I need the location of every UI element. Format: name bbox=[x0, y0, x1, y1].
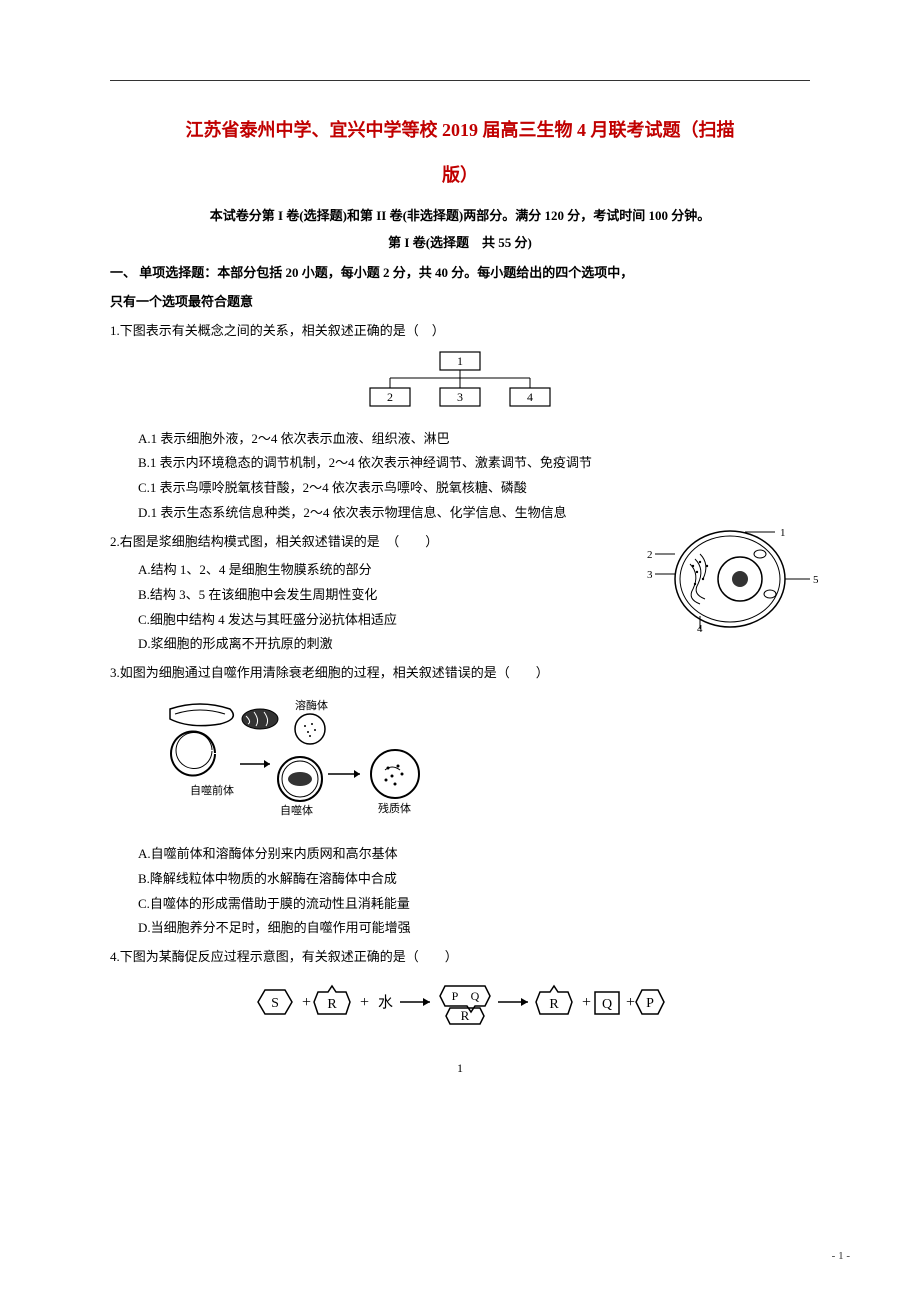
exam-info-line: 本试卷分第 I 卷(选择题)和第 II 卷(非选择题)两部分。满分 120 分，… bbox=[110, 205, 810, 224]
q3-label-precursor: 自噬前体 bbox=[190, 783, 234, 797]
q1-box-4: 4 bbox=[527, 390, 533, 404]
q3-diagram: 自噬前体 溶酶体 自噬体 bbox=[160, 694, 810, 833]
q3-label-autophagosome: 自噬体 bbox=[280, 803, 313, 817]
q3-option-a: A.自噬前体和溶酶体分别来内质网和高尔基体 bbox=[110, 842, 810, 867]
q1-box-3: 3 bbox=[457, 390, 463, 404]
q1-option-d: D.1 表示生态系统信息种类，2～4 依次表示物理信息、化学信息、生物信息 bbox=[110, 501, 810, 526]
q2-option-b: B.结构 3、5 在该细胞中会发生周期性变化 bbox=[110, 583, 530, 608]
page-number-center: 1 bbox=[110, 1061, 810, 1076]
instruction-line1: 一、 单项选择题：本部分包括 20 小题，每小题 2 分，共 40 分。每小题给… bbox=[110, 261, 810, 284]
q1-option-b: B.1 表示内环境稳态的调节机制，2～4 依次表示神经调节、激素调节、免疫调节 bbox=[110, 451, 810, 476]
q2-option-a: A.结构 1、2、4 是细胞生物膜系统的部分 bbox=[110, 558, 530, 583]
svg-text:+: + bbox=[360, 994, 369, 1011]
svg-text:R: R bbox=[461, 1008, 470, 1023]
question-3: 3.如图为细胞通过自噬作用清除衰老细胞的过程，相关叙述错误的是（ ） 自噬前体 bbox=[110, 661, 810, 941]
document-title-line1: 江苏省泰州中学、宜兴中学等校 2019 届高三生物 4 月联考试题（扫描 bbox=[110, 111, 810, 151]
q3-option-c: C.自噬体的形成需借助于膜的流动性且消耗能量 bbox=[110, 892, 810, 917]
svg-text:S: S bbox=[271, 996, 279, 1011]
question-4: 4.下图为某酶促反应过程示意图，有关叙述正确的是（ ） S + R + 水 P … bbox=[110, 945, 810, 1041]
q3-label-lysosome: 溶酶体 bbox=[295, 698, 328, 712]
section1-header: 第 I 卷(选择题 共 55 分) bbox=[110, 232, 810, 251]
svg-text:P: P bbox=[646, 996, 654, 1011]
svg-text:+: + bbox=[582, 994, 591, 1011]
q3-label-residual: 残质体 bbox=[378, 801, 411, 815]
question-2: 2.右图是浆细胞结构模式图，相关叙述错误的是 （ ） 1 2 3 4 5 bbox=[110, 530, 810, 657]
top-horizontal-rule bbox=[110, 80, 810, 81]
svg-text:P: P bbox=[452, 989, 459, 1003]
q3-option-d: D.当细胞养分不足时，细胞的自噬作用可能增强 bbox=[110, 916, 810, 941]
q4-enzyme-equation: S + R + 水 P Q R R bbox=[110, 980, 810, 1041]
q2-cell-diagram: 1 2 3 4 5 bbox=[645, 524, 820, 634]
instruction-text2: 只有一个选项最符合题意 bbox=[110, 294, 253, 309]
svg-text:+: + bbox=[302, 994, 311, 1011]
q1-box-2: 2 bbox=[387, 390, 393, 404]
q2-label-3: 3 bbox=[647, 569, 653, 581]
q2-label-2: 2 bbox=[647, 549, 653, 561]
svg-text:R: R bbox=[549, 997, 559, 1012]
svg-text:水: 水 bbox=[378, 994, 393, 1011]
page-number-footer: - 1 - bbox=[832, 1250, 850, 1262]
svg-text:+: + bbox=[626, 994, 635, 1011]
q1-option-c: C.1 表示鸟嘌呤脱氧核苷酸，2～4 依次表示鸟嘌呤、脱氧核糖、磷酸 bbox=[110, 476, 810, 501]
q1-diagram: 1 2 3 4 bbox=[110, 350, 810, 419]
q3-stem: 3.如图为细胞通过自噬作用清除衰老细胞的过程，相关叙述错误的是（ ） bbox=[110, 661, 810, 686]
question-1: 1.下图表示有关概念之间的关系，相关叙述正确的是（ ） 1 2 3 4 A.1 … bbox=[110, 319, 810, 525]
svg-text:R: R bbox=[327, 997, 337, 1012]
q3-option-b: B.降解线粒体中物质的水解酶在溶酶体中合成 bbox=[110, 867, 810, 892]
document-title-line2: 版） bbox=[110, 161, 810, 187]
q2-option-d: D.浆细胞的形成离不开抗原的刺激 bbox=[110, 632, 530, 657]
svg-text:Q: Q bbox=[602, 997, 612, 1012]
q1-stem: 1.下图表示有关概念之间的关系，相关叙述正确的是（ ） bbox=[110, 319, 810, 344]
q2-label-5: 5 bbox=[813, 574, 819, 586]
svg-text:Q: Q bbox=[471, 989, 480, 1003]
q4-stem: 4.下图为某酶促反应过程示意图，有关叙述正确的是（ ） bbox=[110, 945, 810, 970]
q2-option-c: C.细胞中结构 4 发达与其旺盛分泌抗体相适应 bbox=[110, 608, 530, 633]
q2-label-4: 4 bbox=[697, 623, 703, 634]
instruction-text1: 一、 单项选择题：本部分包括 20 小题，每小题 2 分，共 40 分。每小题给… bbox=[110, 265, 633, 280]
q1-option-a: A.1 表示细胞外液，2～4 依次表示血液、组织液、淋巴 bbox=[110, 427, 810, 452]
q2-label-1: 1 bbox=[780, 527, 786, 539]
instruction-line2: 只有一个选项最符合题意 bbox=[110, 290, 810, 313]
q1-box-1: 1 bbox=[457, 354, 463, 368]
